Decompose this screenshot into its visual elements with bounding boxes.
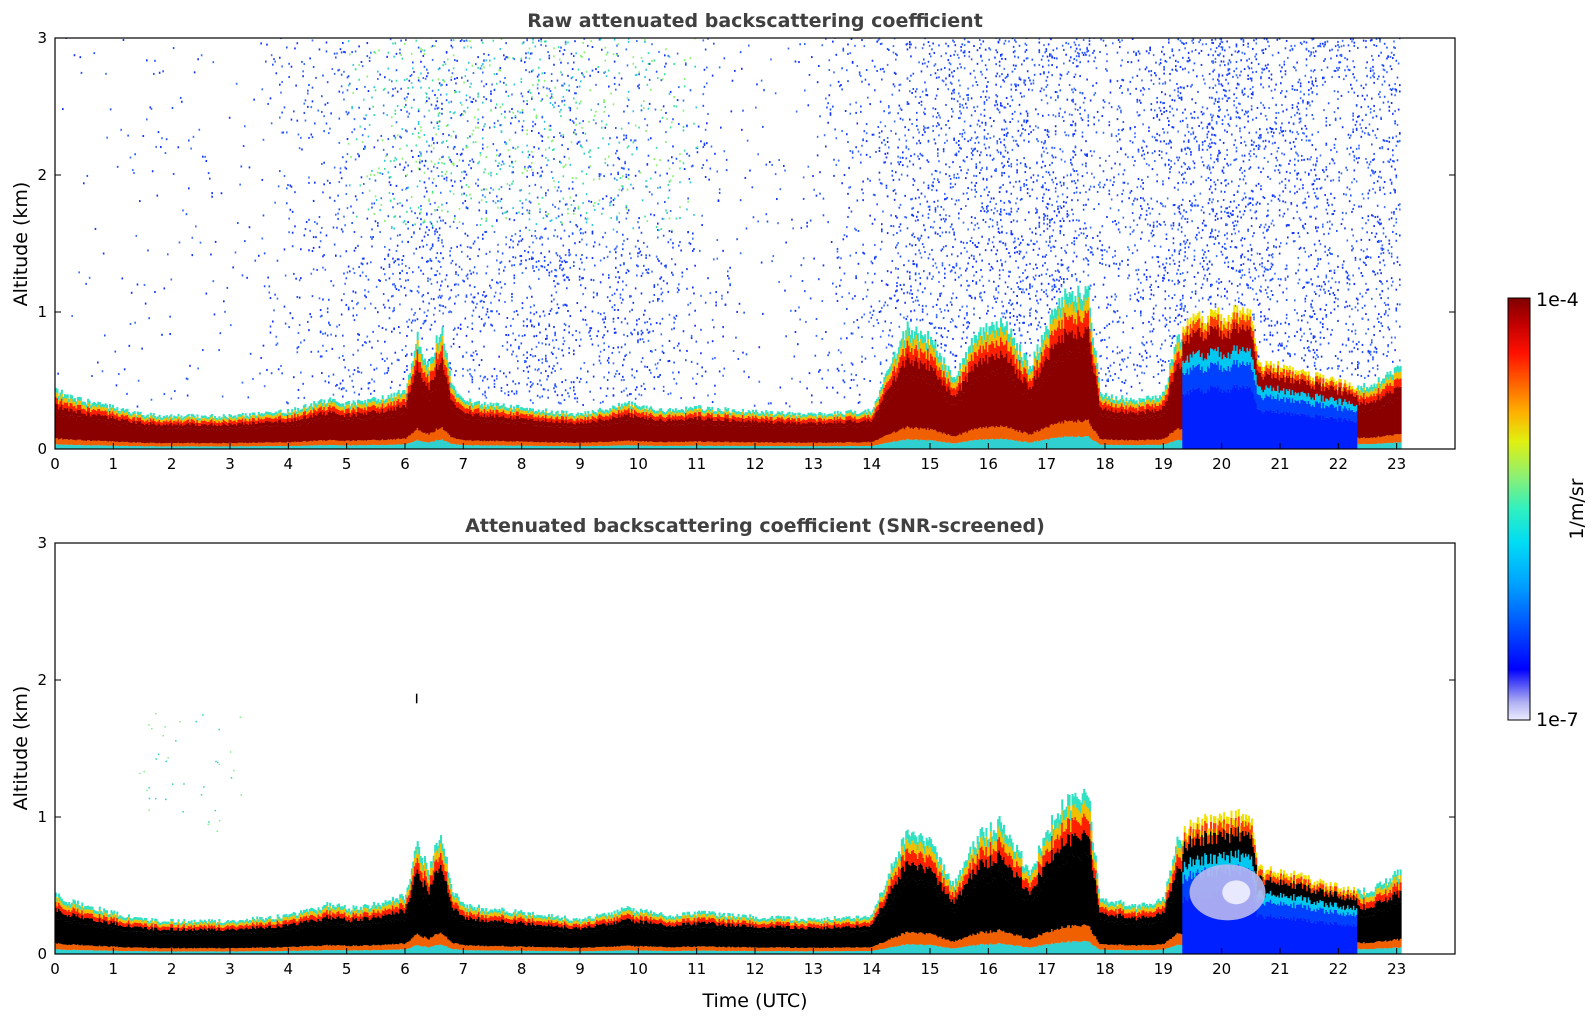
x-tick-label: 18 [1095,960,1114,978]
noise-speckle [57,38,1401,408]
x-tick-label: 1 [109,455,119,473]
x-tick-label: 17 [1037,960,1056,978]
x-tick-label: 12 [745,960,764,978]
colorbar: 1e-4 1e-7 1/m/sr [1507,289,1588,731]
x-tick-label: 19 [1154,455,1173,473]
panel-screened-y-label: Altitude (km) [10,686,32,811]
x-tick-label: 18 [1095,455,1114,473]
x-tick-label: 22 [1329,960,1348,978]
x-tick-label: 23 [1387,960,1406,978]
x-tick-label: 1 [109,960,119,978]
panel-screened-y-axis: 0 1 2 3 [37,534,1455,963]
panel-raw: Raw attenuated backscattering coefficien… [10,10,1456,473]
colorbar-max-label: 1e-4 [1536,289,1579,311]
x-tick-label: 12 [745,455,764,473]
x-tick-label: 11 [687,960,706,978]
x-tick-label: 19 [1154,960,1173,978]
y-tick-label: 2 [37,166,47,184]
panel-screened-plot-area [55,693,1402,954]
x-tick-label: 3 [225,455,235,473]
x-tick-label: 11 [687,455,706,473]
y-tick-label: 2 [37,671,47,689]
panel-screened-x-axis: 0 1 2 3 4 5 6 7 8 9 10 11 12 13 14 15 16 17 18 19 20 21 22 23 [50,948,1406,978]
panel-raw-x-axis: 0 1 2 3 4 5 6 7 8 9 10 11 12 13 14 15 16 17 18 19 20 21 22 23 [50,443,1406,473]
x-tick-label: 21 [1270,960,1289,978]
panel-raw-heatmap [55,38,1402,449]
x-tick-label: 3 [225,960,235,978]
x-tick-label: 14 [862,960,881,978]
y-tick-label: 0 [37,945,47,963]
x-tick-label: 17 [1037,455,1056,473]
x-tick-label: 16 [979,960,998,978]
aerosol-layer-raw [55,285,1402,449]
x-tick-label: 10 [629,960,648,978]
x-tick-label: 2 [167,455,177,473]
x-tick-label: 15 [920,960,939,978]
x-tick-label: 20 [1212,960,1231,978]
panel-raw-title: Raw attenuated backscattering coefficien… [527,10,983,32]
x-tick-label: 15 [920,455,939,473]
x-tick-label: 7 [459,960,469,978]
x-tick-label: 21 [1270,455,1289,473]
x-tick-label: 10 [629,455,648,473]
x-axis-label: Time (UTC) [701,990,807,1012]
x-tick-label: 7 [459,455,469,473]
y-tick-label: 1 [37,808,47,826]
x-tick-label: 13 [804,455,823,473]
colorbar-min-label: 1e-7 [1536,709,1579,731]
aerosol-layer-screened [55,788,1402,954]
x-tick-label: 6 [400,455,410,473]
x-tick-label: 4 [284,455,294,473]
x-tick-label: 13 [804,960,823,978]
screened-low-signal-region [139,693,1266,921]
x-tick-label: 5 [342,455,352,473]
colorbar-gradient [1507,297,1531,721]
panel-screened-title: Attenuated backscattering coefficient (S… [465,515,1045,537]
x-tick-label: 9 [575,960,585,978]
x-tick-label: 2 [167,960,177,978]
x-tick-label: 23 [1387,455,1406,473]
x-tick-label: 20 [1212,455,1231,473]
x-tick-label: 5 [342,960,352,978]
x-tick-label: 0 [50,455,60,473]
y-tick-label: 1 [37,303,47,321]
panel-raw-plot-area [55,38,1402,449]
x-tick-label: 16 [979,455,998,473]
panel-screened: Attenuated backscattering coefficient (S… [10,515,1456,1012]
x-tick-label: 22 [1329,455,1348,473]
x-tick-label: 9 [575,455,585,473]
x-tick-label: 0 [50,960,60,978]
x-tick-label: 6 [400,960,410,978]
colorbar-unit-label: 1/m/sr [1566,478,1588,539]
y-tick-label: 3 [37,534,47,552]
y-tick-label: 3 [37,29,47,47]
x-tick-label: 8 [517,455,527,473]
panel-screened-heatmap [55,693,1402,954]
x-tick-label: 14 [862,455,881,473]
x-tick-label: 4 [284,960,294,978]
panel-raw-y-axis: 0 1 2 3 [37,29,1455,458]
y-tick-label: 0 [37,440,47,458]
x-tick-label: 8 [517,960,527,978]
panel-raw-y-label: Altitude (km) [10,182,32,307]
